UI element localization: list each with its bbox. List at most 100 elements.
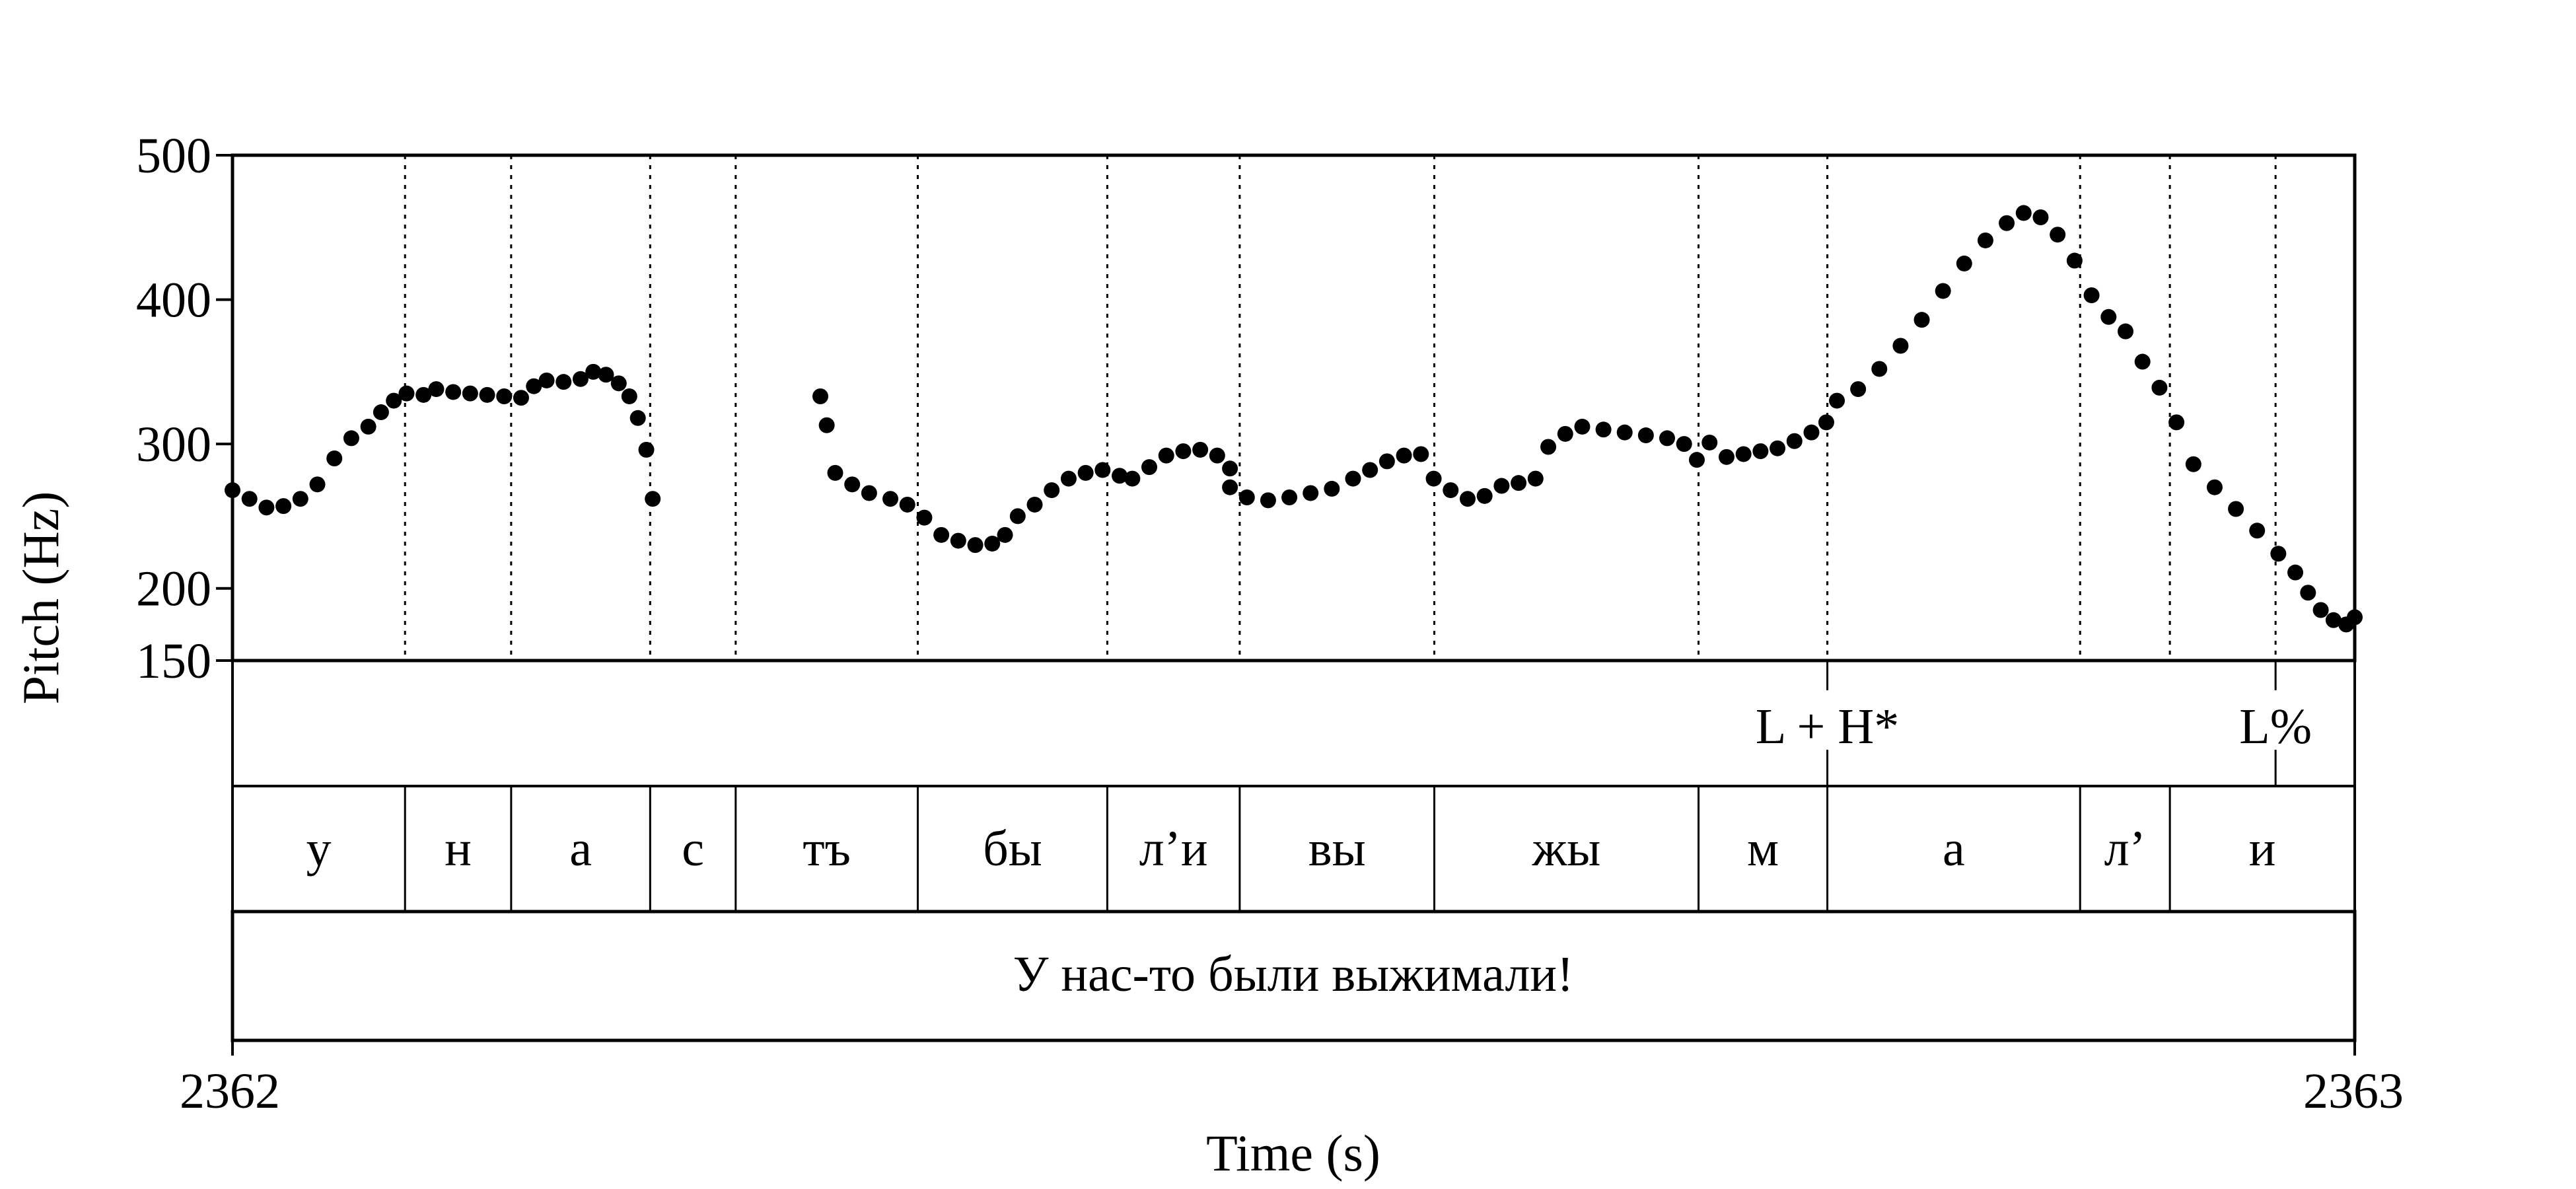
pitch-point: [1557, 425, 1573, 442]
pitch-point: [1850, 381, 1867, 398]
x-tick-label-end: 2363: [2303, 1063, 2404, 1119]
pitch-point: [1124, 470, 1141, 487]
y-tick-label: 200: [136, 561, 211, 617]
pitch-point: [1770, 440, 1786, 456]
segment-label: а: [1943, 821, 1965, 877]
y-tick-label: 150: [136, 633, 211, 689]
pitch-point: [1659, 430, 1675, 447]
segment-label: у: [306, 821, 332, 877]
y-tick-label: 400: [136, 273, 211, 328]
pitch-point: [1701, 434, 1718, 450]
pitch-point: [1112, 468, 1128, 484]
pitch-point: [629, 410, 646, 426]
pitch-point: [2168, 414, 2185, 431]
pitch-point: [1977, 232, 1993, 248]
pitch-point: [428, 381, 445, 398]
pitch-point: [2249, 522, 2266, 539]
pitch-point: [1803, 424, 1820, 441]
pitch-point: [1345, 470, 1361, 487]
pitch-point: [1956, 255, 1972, 271]
pitch-point: [2015, 205, 2032, 221]
pitch-point: [827, 464, 843, 481]
pitch-point: [621, 388, 637, 405]
pitch-point: [1829, 392, 1845, 409]
pitch-point: [1303, 485, 1319, 501]
pitch-point: [1540, 439, 1557, 455]
pitch-point: [496, 388, 513, 405]
pitch-point: [916, 509, 933, 526]
segment-label: а: [569, 821, 592, 877]
pitch-point: [967, 537, 984, 554]
pitch-point: [373, 404, 389, 421]
segment-label: бы: [983, 821, 1042, 877]
pitch-point: [882, 491, 899, 507]
pitch-point: [360, 418, 376, 435]
pitch-point: [1094, 462, 1111, 478]
segment-label: и: [2249, 821, 2276, 877]
pitch-point: [1192, 441, 1209, 458]
pitch-point: [1935, 283, 1951, 299]
pitch-point: [1238, 489, 1255, 506]
pitch-point: [1527, 470, 1544, 487]
pitch-point: [225, 482, 240, 499]
pitch-point: [258, 499, 275, 516]
pitch-point: [933, 526, 950, 543]
pitch-point: [861, 485, 877, 501]
pitch-point: [1786, 433, 1803, 449]
x-axis-label: Time (s): [1206, 1124, 1380, 1182]
segment-label: м: [1747, 821, 1779, 877]
pitch-point: [1999, 215, 2015, 231]
pitch-point: [398, 385, 415, 402]
pitch-point: [950, 532, 966, 549]
segment-label: л’и: [1139, 821, 1208, 877]
pitch-point: [2270, 546, 2287, 562]
pitch-point: [997, 526, 1013, 543]
pitch-point: [2347, 609, 2363, 626]
y-axis-label: Pitch (Hz): [12, 491, 69, 705]
pitch-point: [1222, 460, 1238, 477]
pitch-point: [326, 450, 343, 466]
pitch-point: [2050, 227, 2066, 243]
pitch-point: [1378, 453, 1395, 470]
pitch-point: [1324, 480, 1340, 497]
pitch-point: [1158, 447, 1174, 464]
tone-label: L + H*: [1756, 699, 1899, 754]
pitch-point: [513, 390, 529, 406]
segment-label: жы: [1532, 821, 1601, 877]
pitch-point: [2185, 456, 2201, 472]
pitch-point: [1892, 338, 1909, 354]
pitch-point: [1009, 508, 1026, 524]
pitch-point: [538, 372, 555, 388]
pitch-point: [984, 535, 1001, 552]
pitch-point: [2312, 602, 2329, 618]
pitch-point: [1914, 312, 1930, 328]
pitch-point: [479, 386, 495, 403]
pitch-point: [2100, 308, 2117, 325]
pitch-point: [1175, 443, 1192, 460]
pitch-point: [1026, 496, 1043, 513]
pitch-point: [1044, 482, 1060, 499]
pitch-point: [2300, 585, 2316, 601]
pitch-point: [415, 386, 432, 403]
pitch-point: [844, 476, 861, 493]
pitch-point: [1595, 421, 1612, 438]
pitch-point: [1752, 443, 1769, 460]
pitch-point: [1688, 452, 1705, 468]
pitch-point: [1141, 459, 1158, 476]
y-tick-label: 300: [136, 417, 211, 472]
pitch-point: [2325, 612, 2342, 628]
pitch-point: [2151, 379, 2168, 396]
pitch-point: [526, 378, 542, 394]
pitch-point: [1818, 414, 1834, 431]
pitch-point: [1362, 462, 1378, 478]
pitch-panel-frame: [231, 153, 2357, 663]
pitch-point: [1511, 475, 1527, 491]
segment-label: вы: [1308, 821, 1366, 877]
pitch-point: [2206, 479, 2223, 495]
x-tick-label-start: 2362: [180, 1063, 280, 1119]
pitch-point: [2117, 323, 2133, 340]
pitch-point: [598, 367, 614, 383]
pitch-point: [610, 375, 627, 392]
pitch-point: [1281, 489, 1298, 506]
